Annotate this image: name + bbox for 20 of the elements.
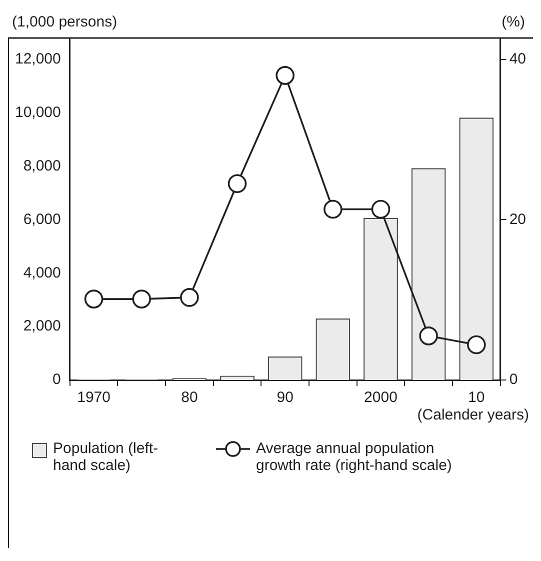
y-tick-label: 8,000: [23, 157, 61, 174]
legend-label: Average annual population growth rate (right-hand scale): [256, 440, 453, 474]
y-tick-label: 2,000: [23, 318, 61, 335]
x-tick-label: 90: [276, 389, 294, 406]
legend-label: Population (left-hand scale): [53, 440, 160, 474]
y-axis-title: (1,000 persons): [12, 14, 118, 31]
y-tick-label: 12,000: [14, 50, 61, 68]
y-tick-label: 4,000: [23, 264, 61, 282]
x-tick-label: 2000: [364, 389, 398, 406]
x-tick-label: 80: [181, 389, 198, 406]
x-tick-label: 1970: [77, 389, 110, 406]
y2-tick-label: 0: [509, 371, 518, 388]
x-tick-label: 10: [468, 389, 485, 406]
y-tick-label: 0: [52, 371, 61, 388]
x-axis-title: (Calender years): [417, 406, 529, 424]
y2-tick-label: 20: [509, 210, 526, 228]
y2-tick-label: 40: [509, 50, 526, 68]
y-tick-label: 10,000: [14, 104, 61, 121]
y2-axis-title: (%): [502, 14, 526, 31]
y-tick-label: 6,000: [23, 210, 61, 228]
